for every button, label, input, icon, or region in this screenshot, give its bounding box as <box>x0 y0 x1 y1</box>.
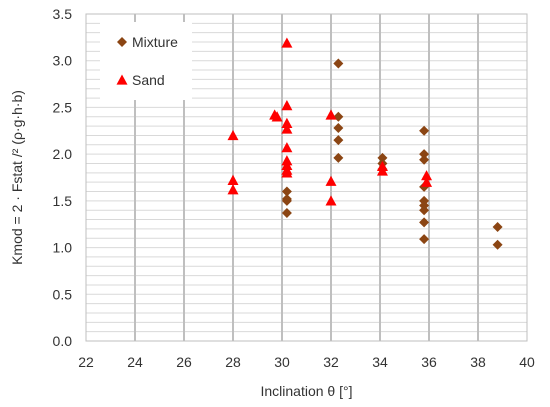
sand-point <box>281 142 293 153</box>
mixture-point <box>419 154 430 165</box>
mixture-point <box>377 152 388 163</box>
sand-point <box>325 109 337 120</box>
sand-point <box>421 176 433 187</box>
sand-point <box>325 175 337 186</box>
x-tick-label: 24 <box>127 354 143 370</box>
sand-point <box>281 100 293 111</box>
sand-point <box>421 170 433 181</box>
sand-point <box>271 111 283 122</box>
legend-sand-marker <box>116 74 128 85</box>
sand-point <box>227 129 239 141</box>
y-tick-label: 2.5 <box>53 99 73 115</box>
sand-point <box>281 123 293 134</box>
sand-point <box>227 174 239 185</box>
legend-label-sand: Sand <box>132 72 165 88</box>
x-tick-label: 26 <box>176 354 192 370</box>
y-tick-label: 0.5 <box>53 286 73 302</box>
mixture-point <box>333 135 344 146</box>
mixture-point <box>419 217 430 228</box>
mixture-point <box>281 195 292 206</box>
x-tick-labels: 22 24 26 28 30 32 34 36 38 40 <box>78 354 535 370</box>
x-tick-label: 32 <box>323 354 339 370</box>
mixture-point <box>419 149 430 160</box>
plot-area-border <box>85 13 528 342</box>
horizontal-minor-grid <box>86 22 527 333</box>
legend-mixture-marker <box>117 37 127 47</box>
mixture-point <box>492 222 503 233</box>
legend-box <box>100 22 192 100</box>
y-tick-label: 2.0 <box>53 146 73 162</box>
x-tick-label: 38 <box>470 354 486 370</box>
mixture-point <box>333 122 344 133</box>
mixture-point <box>333 152 344 163</box>
mixture-point <box>281 186 292 197</box>
x-axis-title: Inclination θ [°] <box>261 383 353 399</box>
sand-point <box>227 184 239 195</box>
x-tick-label: 28 <box>225 354 241 370</box>
sand-point <box>325 195 337 206</box>
y-tick-label: 1.0 <box>53 240 73 256</box>
x-tick-label: 30 <box>274 354 290 370</box>
legend-label-mixture: Mixture <box>132 34 178 50</box>
mixture-point <box>281 208 292 219</box>
x-tick-label: 40 <box>519 354 535 370</box>
sand-point <box>376 165 388 176</box>
mixture-point <box>492 239 503 250</box>
mixture-point <box>419 234 430 245</box>
sand-point <box>281 117 293 128</box>
y-tick-labels: 0.0 0.5 1.0 1.5 2.0 2.5 3.0 3.5 <box>53 6 73 349</box>
x-tick-label: 36 <box>421 354 437 370</box>
mixture-point <box>333 58 344 69</box>
y-tick-label: 0.0 <box>53 333 73 349</box>
data-markers <box>227 37 503 250</box>
sand-point <box>281 167 293 178</box>
sand-point <box>281 37 293 48</box>
legend: Mixture Sand <box>116 34 178 88</box>
x-tick-label: 22 <box>78 354 94 370</box>
y-tick-label: 1.5 <box>53 193 73 209</box>
y-axis-title: Kmod = 2 · Fstat /² (ρ·g·h·b) <box>9 90 25 265</box>
x-tick-label: 34 <box>372 354 388 370</box>
y-tick-label: 3.5 <box>53 6 73 22</box>
mixture-point <box>419 125 430 136</box>
y-tick-label: 3.0 <box>53 53 73 69</box>
mixture-point <box>419 205 430 216</box>
